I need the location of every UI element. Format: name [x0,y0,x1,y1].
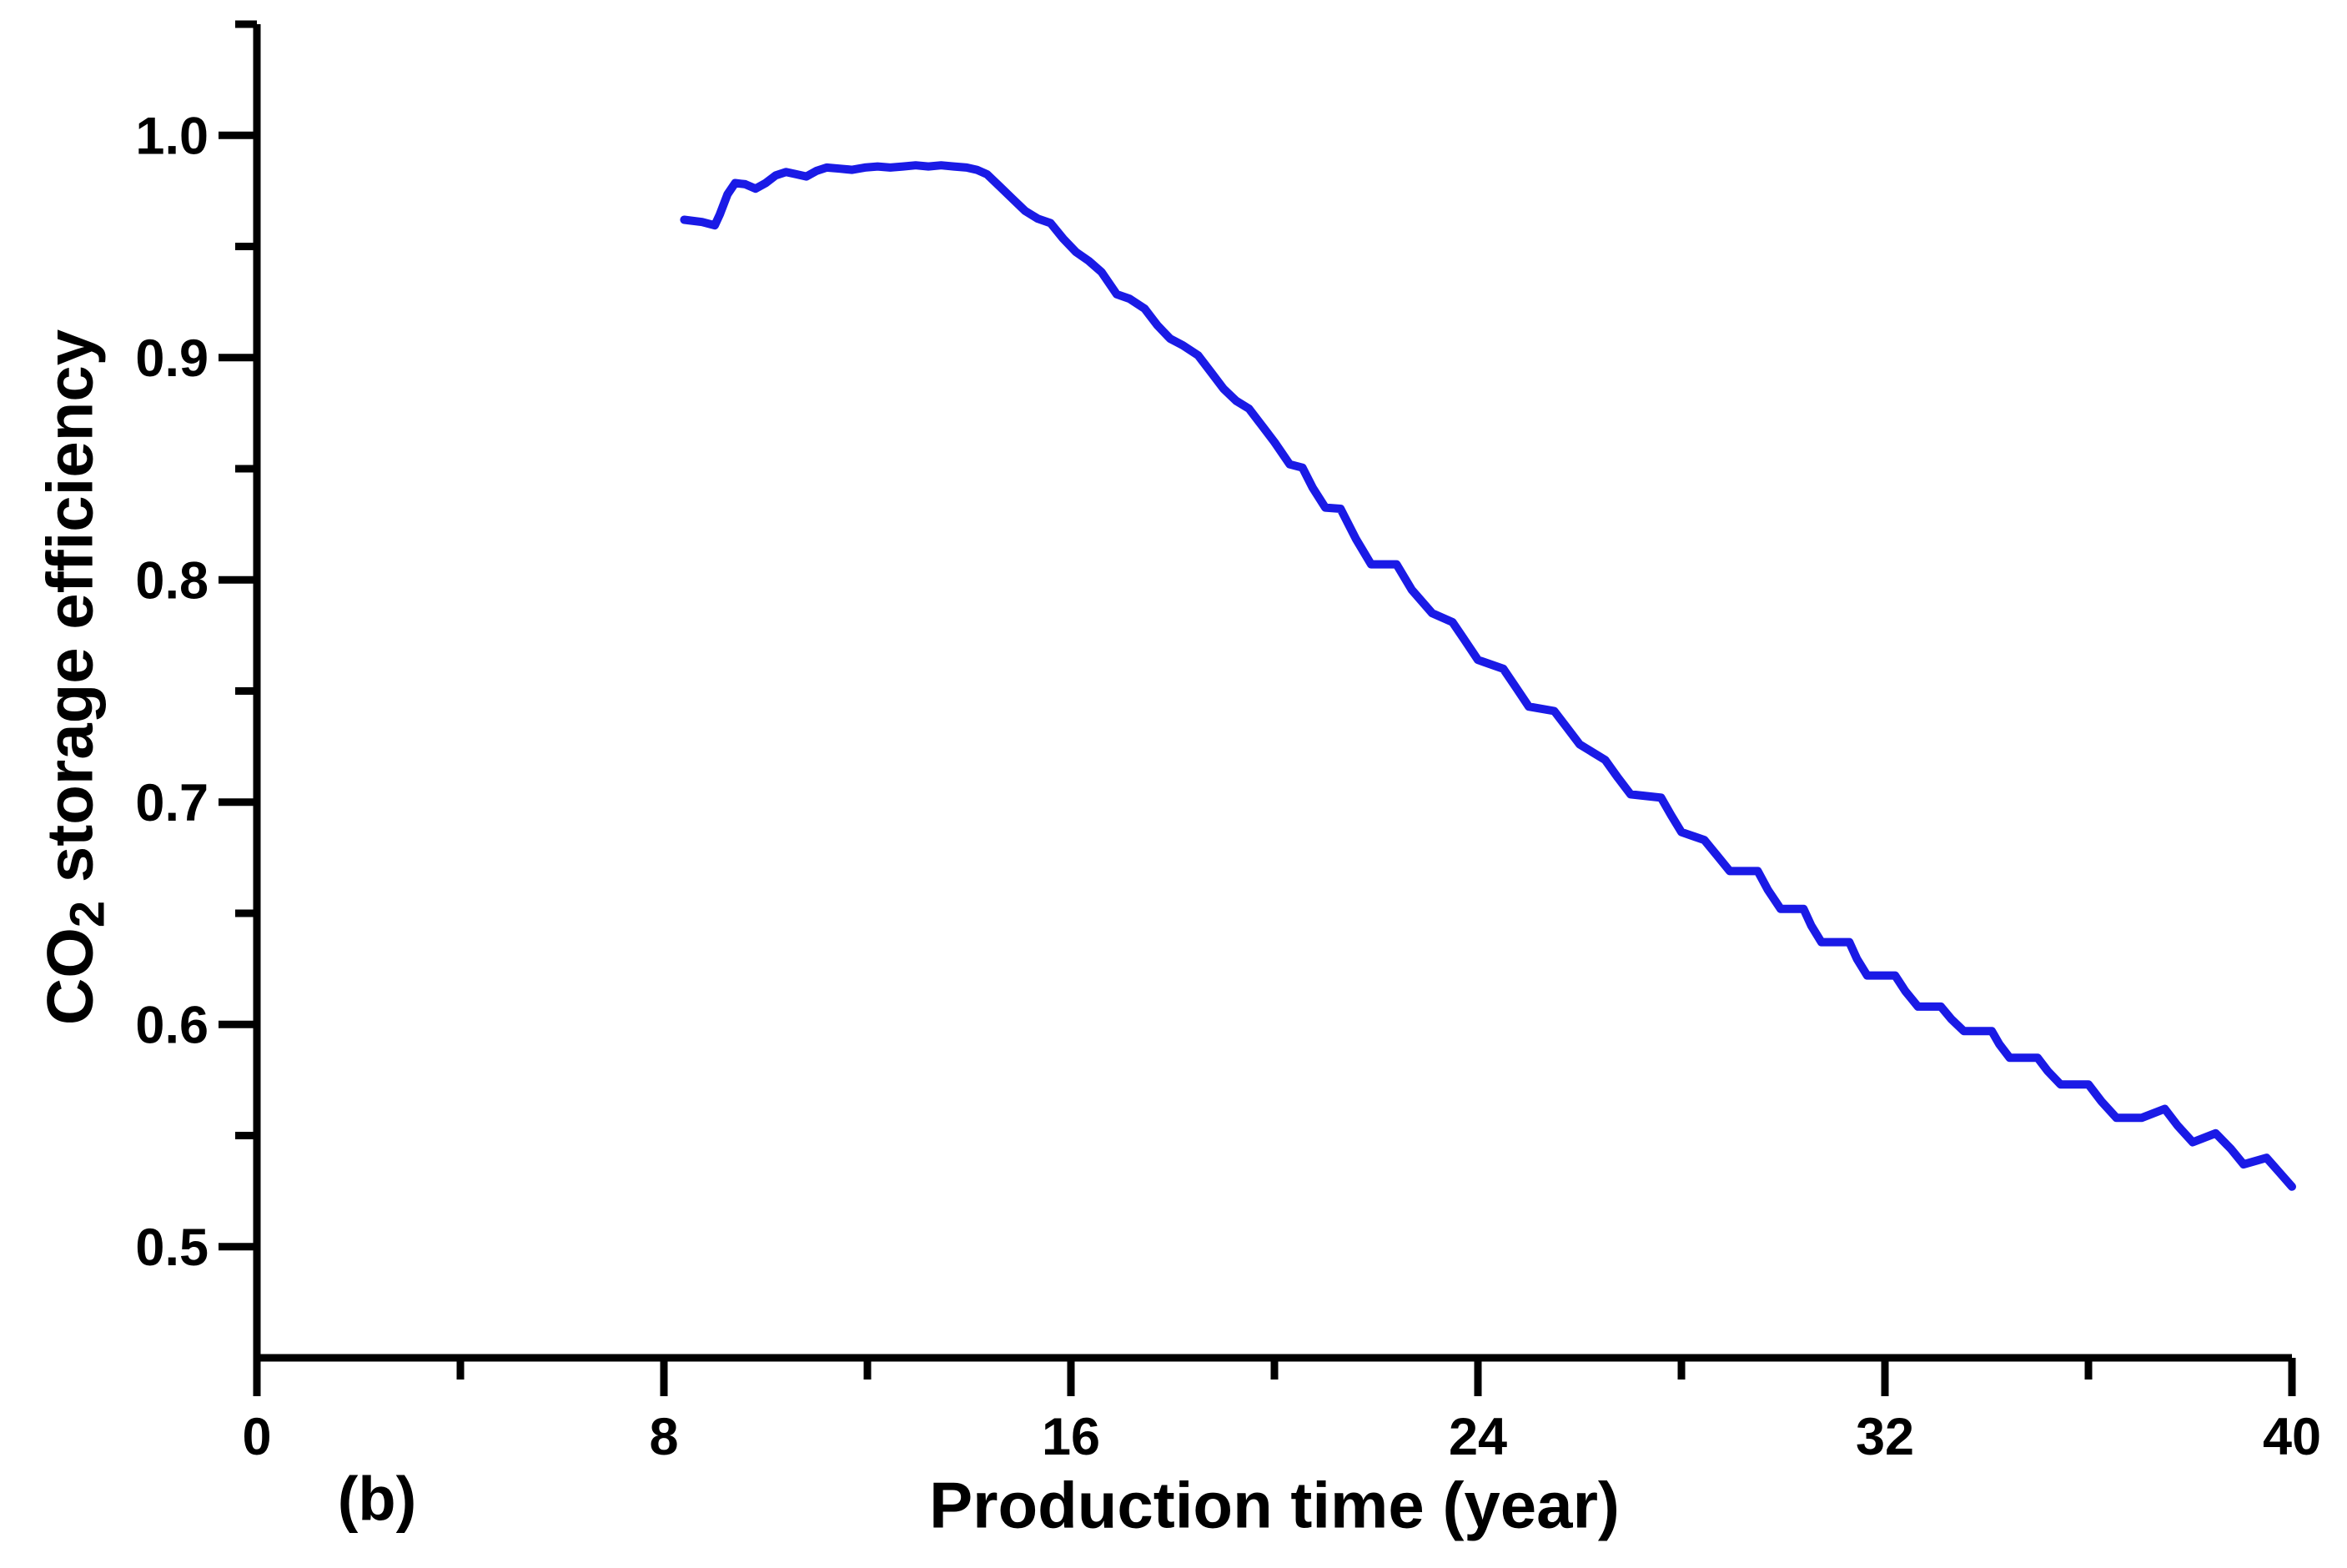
panel-letter-label: (b) [337,1464,417,1534]
y-axis-title-main: CO [33,927,107,1026]
x-tick-label: 0 [242,1408,271,1466]
x-tick-label: 16 [1042,1408,1100,1466]
y-tick-label: 0.9 [135,329,209,388]
y-tick-label: 0.5 [135,1219,209,1277]
x-tick-label: 32 [1856,1408,1914,1466]
x-tick-label: 24 [1449,1408,1507,1466]
series-line-co2-storage-efficiency [680,161,2296,1191]
y-tick-label: 0.7 [135,774,209,832]
x-tick-label: 40 [2263,1408,2321,1466]
y-axis-title-rest: storage efficiency [33,329,107,901]
axis-spine [253,24,2292,1362]
x-tick-label: 8 [649,1408,678,1466]
x-axis-title: Production time (year) [929,1468,1620,1542]
y-axis-title: CO2 storage efficiency [33,329,115,1026]
y-tick-label: 0.6 [135,996,209,1054]
y-tick-label: 0.8 [135,551,209,610]
y-tick-label: 1.0 [135,107,209,165]
y-axis-title-subscript: 2 [60,900,115,928]
